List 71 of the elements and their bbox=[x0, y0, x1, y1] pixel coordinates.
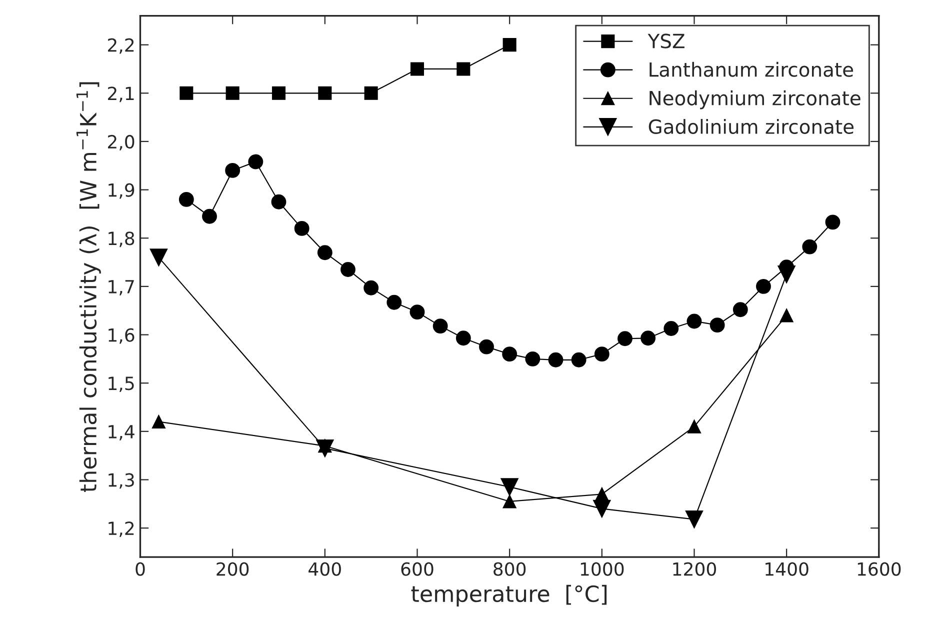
point bbox=[272, 86, 286, 100]
point bbox=[710, 318, 725, 333]
y-tick-label: 1,6 bbox=[108, 328, 134, 344]
point bbox=[548, 352, 564, 368]
x-tick-label: 1400 bbox=[766, 562, 808, 576]
x-tick-label: 400 bbox=[308, 562, 341, 576]
point bbox=[618, 331, 632, 346]
point bbox=[640, 330, 656, 346]
point bbox=[594, 346, 610, 362]
point bbox=[479, 339, 494, 354]
point bbox=[456, 330, 471, 346]
point bbox=[593, 500, 611, 518]
point bbox=[500, 478, 518, 496]
point bbox=[802, 239, 818, 254]
legend-label: Neodymium zirconate bbox=[650, 90, 860, 110]
point bbox=[248, 154, 264, 170]
y-tick-label: 1,3 bbox=[108, 473, 134, 489]
x-tick-label: 800 bbox=[494, 562, 526, 576]
point bbox=[685, 510, 704, 528]
point bbox=[410, 62, 424, 76]
point bbox=[687, 420, 702, 434]
x-tick-label: 1600 bbox=[858, 562, 901, 576]
point bbox=[432, 318, 448, 334]
legend-label: Gadolinium zirconate bbox=[648, 118, 854, 134]
x-tick-label: 1200 bbox=[673, 562, 716, 576]
y-tick-label: 1,4 bbox=[108, 425, 134, 440]
x-tick-label: 0 bbox=[136, 562, 145, 576]
point bbox=[386, 294, 402, 310]
point bbox=[502, 494, 516, 508]
point bbox=[202, 208, 217, 224]
point bbox=[686, 314, 702, 329]
y-tick-label: 2,1 bbox=[108, 86, 134, 102]
point bbox=[317, 245, 332, 260]
y-tick-label: 2,2 bbox=[108, 38, 134, 54]
point bbox=[340, 262, 356, 277]
point bbox=[456, 62, 470, 76]
point bbox=[178, 192, 194, 207]
point bbox=[180, 86, 194, 100]
y-tick-label: 1,7 bbox=[108, 280, 134, 296]
point bbox=[318, 86, 332, 100]
point bbox=[152, 414, 166, 429]
legend-label: YSZ bbox=[648, 34, 684, 48]
point bbox=[780, 308, 794, 322]
point bbox=[364, 86, 378, 100]
point bbox=[271, 194, 286, 210]
point bbox=[664, 321, 679, 336]
point bbox=[294, 220, 310, 236]
x-tick-label: 1000 bbox=[580, 562, 624, 576]
y-tick-label: 2,0 bbox=[108, 134, 134, 150]
point bbox=[150, 248, 168, 266]
y-tick-label: 1,2 bbox=[108, 522, 134, 538]
x-tick-label: 200 bbox=[216, 562, 249, 576]
point bbox=[825, 214, 840, 230]
y-tick-label: 1,8 bbox=[108, 232, 134, 248]
point bbox=[410, 304, 425, 320]
point bbox=[732, 302, 748, 318]
point bbox=[595, 487, 609, 501]
point bbox=[225, 162, 240, 178]
x-tick-label: 600 bbox=[401, 562, 434, 576]
y-axis-title: thermal conductivity (λ) [W m$^{−1}$K$^{−1}$] bbox=[76, 82, 101, 492]
y-tick-label: 1,9 bbox=[108, 183, 134, 199]
x-axis-title: temperature [°C] bbox=[411, 584, 607, 606]
point bbox=[502, 346, 518, 362]
point bbox=[525, 351, 540, 366]
point bbox=[756, 278, 771, 294]
point bbox=[571, 352, 586, 368]
point bbox=[364, 280, 379, 296]
legend-label: Lanthanum zirconate bbox=[650, 62, 854, 77]
point bbox=[226, 86, 240, 100]
point bbox=[502, 38, 516, 52]
y-tick-label: 1,5 bbox=[108, 376, 134, 392]
